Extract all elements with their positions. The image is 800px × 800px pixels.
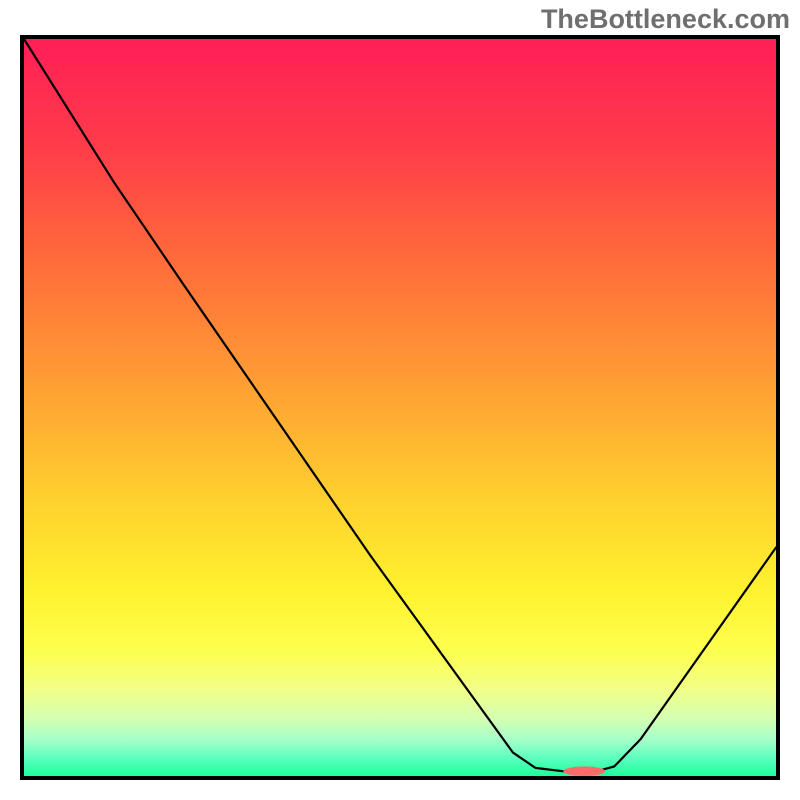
plot-area xyxy=(24,39,776,776)
optimum-marker xyxy=(563,766,605,776)
bottleneck-curve xyxy=(24,39,776,772)
curve-layer xyxy=(24,39,776,776)
attribution-text: TheBottleneck.com xyxy=(541,4,790,35)
